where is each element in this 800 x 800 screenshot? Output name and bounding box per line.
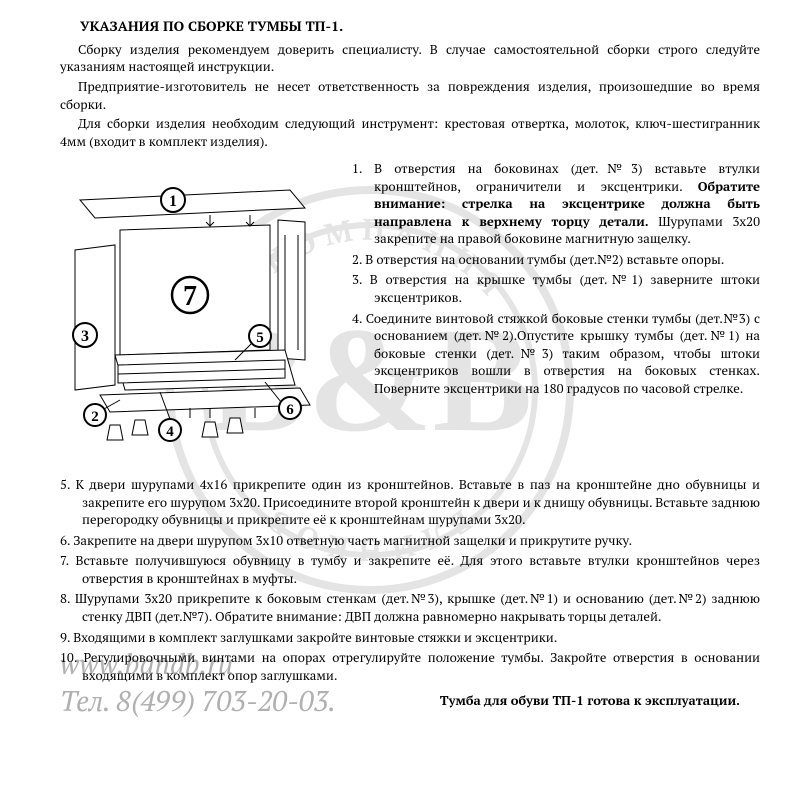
step-6: 6. Закрепите на двери шурупом 3х10 ответ… — [60, 532, 760, 550]
svg-text:7: 7 — [183, 281, 197, 312]
assembly-diagram: 1 7 3 5 4 2 6 — [60, 160, 340, 470]
step-7: 7. Вставьте получившуюся обувницу в тумб… — [60, 552, 760, 587]
svg-text:2: 2 — [91, 409, 99, 425]
step-1: 1. В отверстия на боковинах (дет.№3) вст… — [352, 160, 760, 248]
svg-text:6: 6 — [286, 402, 294, 418]
svg-text:5: 5 — [256, 330, 264, 346]
intro-block: Сборку изделия рекомендуем доверить спец… — [60, 41, 760, 150]
step-5: 5. К двери шурупами 4х16 прикрепите один… — [60, 476, 760, 529]
callout-3: 3 — [73, 323, 97, 347]
step-4: 4. Соедините винтовой стяжкой боковые ст… — [352, 310, 760, 398]
steps-lower: 5. К двери шурупами 4х16 прикрепите один… — [60, 476, 760, 684]
callout-7: 7 — [172, 277, 208, 313]
intro-p3: Для сборки изделия необходим следующий и… — [60, 115, 760, 150]
document-title: УКАЗАНИЯ ПО СБОРКЕ ТУМБЫ ТП-1. — [80, 18, 760, 37]
step-8: 8. Шурупами 3х20 прикрепите к боковым ст… — [60, 590, 760, 625]
intro-p2: Предприятие-изготовитель не несет ответс… — [60, 78, 760, 113]
svg-text:4: 4 — [166, 424, 174, 440]
step-9: 9. Входящими в комплект заглушками закро… — [60, 629, 760, 647]
intro-p1: Сборку изделия рекомендуем доверить спец… — [60, 41, 760, 76]
step-2: 2. В отверстия на основании тумбы (дет.№… — [352, 251, 760, 269]
step-10: 10. Регулировочными винтами на опорах от… — [60, 649, 760, 684]
steps-upper: 1. В отверстия на боковинах (дет.№3) вст… — [352, 160, 760, 397]
svg-text:3: 3 — [81, 328, 89, 345]
callout-1: 1 — [161, 188, 185, 212]
final-line: Тумба для обуви ТП-1 готова к эксплуатац… — [60, 692, 760, 710]
svg-text:1: 1 — [169, 193, 177, 210]
step-3: 3. В отверстия на крышке тумбы (дет.№1) … — [352, 271, 760, 306]
